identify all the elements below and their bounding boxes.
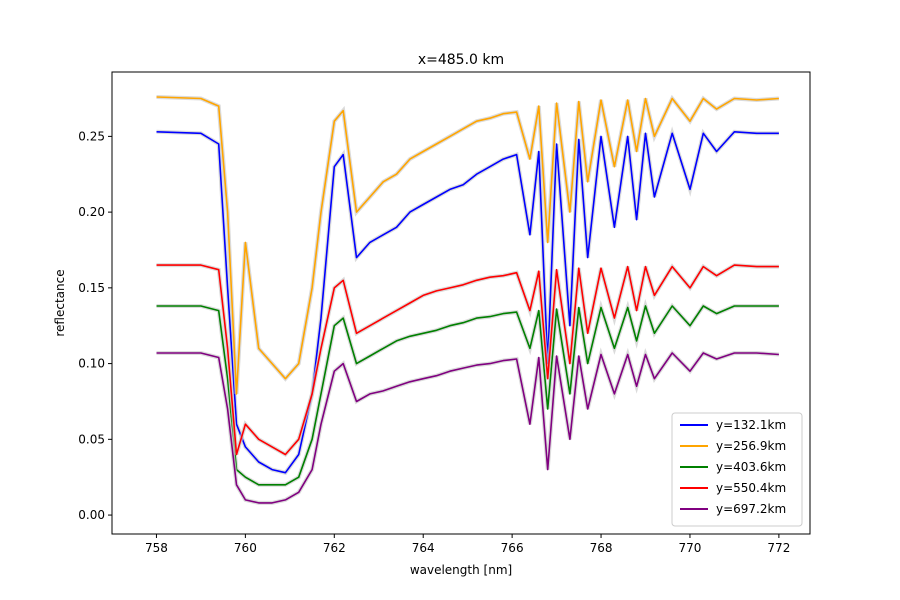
y-tick-label: 0.15 bbox=[78, 281, 105, 295]
x-tick-label: 758 bbox=[145, 541, 168, 555]
x-tick-label: 772 bbox=[767, 541, 790, 555]
legend-entry: y=403.6km bbox=[716, 460, 786, 474]
plot-area bbox=[156, 94, 780, 505]
x-axis-label: wavelength [nm] bbox=[410, 563, 512, 577]
legend-entry: y=550.4km bbox=[716, 481, 786, 495]
x-tick-label: 760 bbox=[234, 541, 257, 555]
series-line-y-256-9km bbox=[156, 96, 779, 395]
legend-entry: y=132.1km bbox=[716, 418, 786, 432]
x-tick-label: 762 bbox=[323, 541, 346, 555]
y-axis-label: reflectance bbox=[53, 269, 67, 336]
y-tick-label: 0.00 bbox=[78, 508, 105, 522]
y-tick-label: 0.25 bbox=[78, 129, 105, 143]
chart-title: x=485.0 km bbox=[418, 52, 504, 68]
legend: y=132.1km y=256.9km y=403.6km y=550.4km y=69… bbox=[671, 412, 803, 527]
y-axis: 0.00 0.05 0.10 0.15 0.20 0.25 bbox=[78, 129, 112, 522]
x-tick-label: 764 bbox=[412, 541, 435, 555]
y-tick-label: 0.10 bbox=[78, 357, 105, 371]
y-tick-label: 0.20 bbox=[78, 205, 105, 219]
legend-entry: y=697.2km bbox=[716, 502, 786, 516]
axes-frame bbox=[111, 71, 811, 535]
y-tick-label: 0.05 bbox=[78, 432, 105, 446]
series-line-y-403-6km bbox=[156, 305, 779, 486]
legend-entry: y=256.9km bbox=[716, 439, 786, 453]
x-tick-label: 766 bbox=[501, 541, 524, 555]
x-tick-label: 768 bbox=[590, 541, 613, 555]
x-axis: 758 760 762 764 766 768 770 772 bbox=[145, 534, 790, 555]
series-line-y-132-1km bbox=[156, 131, 779, 474]
series-line-y-697-2km bbox=[156, 352, 779, 504]
x-tick-label: 770 bbox=[679, 541, 702, 555]
series-line-y-550-4km bbox=[156, 264, 779, 456]
legend-box bbox=[671, 412, 803, 527]
